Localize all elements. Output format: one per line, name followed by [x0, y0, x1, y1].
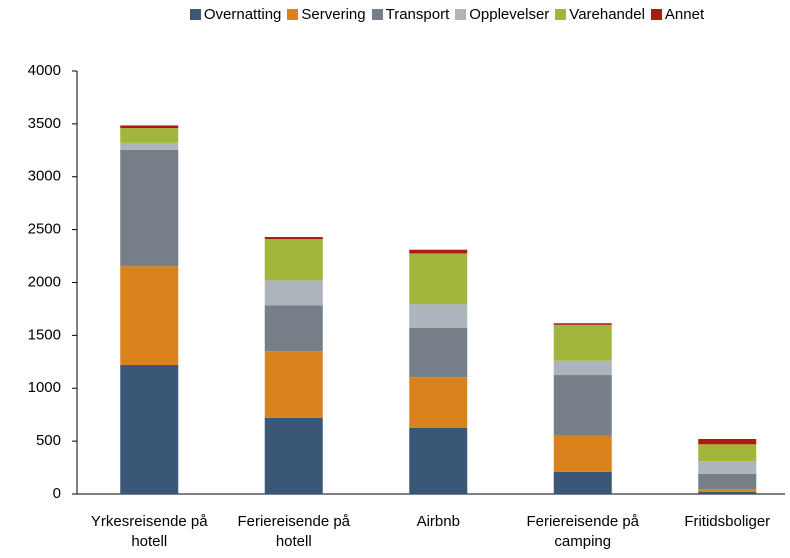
legend-swatch [371, 9, 383, 20]
y-tick-label: 2000 [28, 273, 61, 290]
bar-segment [409, 304, 468, 328]
bar-segment [120, 149, 179, 267]
bar-segment [553, 375, 612, 436]
legend-label: Varehandel [569, 6, 645, 23]
bar-segment [264, 417, 323, 494]
legend-item: Opplevelser [455, 6, 549, 23]
bar-segment [264, 351, 323, 418]
bar-segment [120, 142, 179, 150]
bar-segment [553, 323, 612, 325]
x-tick-label: Fritidsboliger [684, 513, 771, 530]
legend-swatch [555, 9, 567, 20]
y-tick-label: 1500 [28, 326, 61, 343]
y-tick-label: 500 [36, 432, 61, 449]
legend-item: Servering [287, 6, 366, 23]
bar-segment [264, 237, 323, 240]
legend-swatch [189, 9, 201, 20]
legend-label: Opplevelser [469, 6, 550, 23]
bar-segment [698, 491, 757, 494]
bar-segment [553, 360, 612, 376]
legend-item: Overnatting [189, 6, 282, 23]
y-tick-label: 1000 [28, 379, 61, 396]
legend-item: Varehandel [555, 6, 645, 23]
bar-segment [698, 461, 757, 474]
bar-segment [264, 305, 323, 352]
bar-segment [120, 125, 179, 129]
x-tick-label: Airbnb [416, 513, 460, 530]
bar-segment [698, 489, 757, 492]
bar-segment [698, 444, 757, 462]
legend-label: Overnatting [203, 6, 282, 23]
legend-item: Annet [650, 6, 705, 23]
x-tick-label: Yrkesreisende på hotell [90, 513, 208, 550]
bar-segment [409, 427, 468, 494]
bar-segment [409, 327, 468, 378]
y-tick-label: 3500 [28, 115, 61, 132]
x-tick-label: Feriereisende på hotell [237, 513, 351, 550]
bar-segment [264, 280, 323, 306]
legend-swatch [650, 9, 662, 20]
legend-label: Servering [301, 6, 366, 23]
legend-item: Transport [371, 6, 450, 23]
bar-segment [264, 239, 323, 281]
bar-segment [698, 439, 757, 445]
x-tick-label: Feriereisende på camping [526, 513, 640, 550]
y-tick-label: 0 [53, 485, 61, 502]
bar-segment [553, 471, 612, 494]
bar-segment [409, 249, 468, 254]
bar-segment [120, 364, 179, 494]
legend: Overnatting Servering Transport Opplevelser… [0, 6, 790, 23]
bar-segment [698, 473, 757, 490]
bar-segment [553, 435, 612, 472]
legend-swatch [287, 9, 299, 20]
bar-segment [409, 253, 468, 305]
y-tick-label: 3000 [28, 168, 61, 185]
y-tick-label: 2500 [28, 221, 61, 238]
legend-swatch [455, 9, 467, 20]
bar-segment [409, 377, 468, 428]
bar-segment [553, 324, 612, 361]
legend-label: Transport [385, 6, 450, 23]
bar-segment [120, 266, 179, 365]
bar-segment [120, 128, 179, 143]
legend-label: Annet [664, 6, 705, 23]
y-tick-label: 4000 [28, 62, 61, 79]
